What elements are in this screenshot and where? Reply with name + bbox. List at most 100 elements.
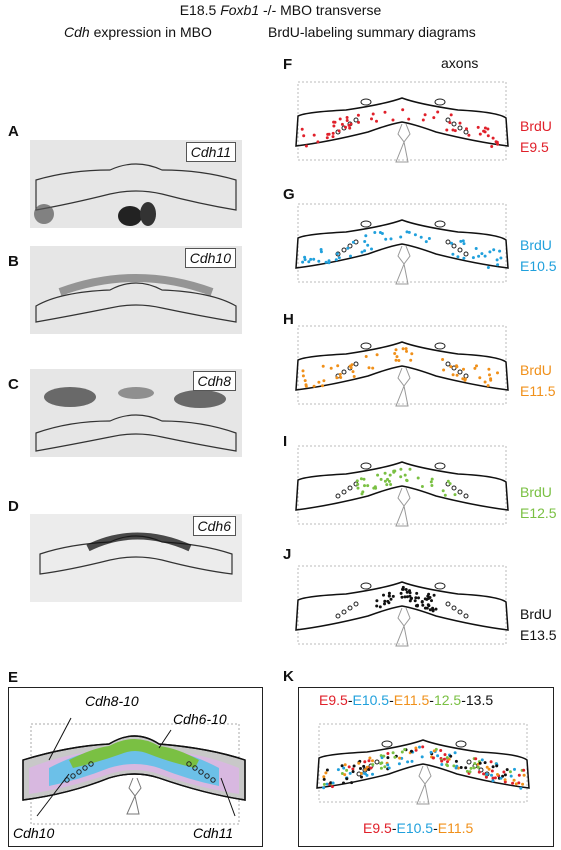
brdu-dot [345,116,349,119]
brdu-dot [440,759,444,763]
brdu-dot [434,607,438,611]
brdu-dot [309,257,313,261]
axon-circle [341,247,347,253]
brdu-dot [417,596,420,600]
brdu-dot [496,773,499,776]
brdu-dot [458,121,462,125]
brdu-dot [375,604,379,608]
brdu-dot [399,591,403,595]
brdu-dot [429,480,433,484]
axon-circle [457,489,463,495]
brdu-dot [400,750,404,754]
mbo-outline [295,341,509,391]
brdu-dot [461,239,465,243]
brdu-dot [404,588,408,591]
axon-circle [451,243,457,249]
axon-circle [374,759,380,765]
brdu-dot [428,608,432,612]
brdu-dot [473,366,477,370]
brdu-dot [442,757,446,761]
axon-circle [347,243,353,249]
brdu-dot [414,746,418,750]
brdu-dot [509,774,513,778]
brdu-dot [362,477,366,481]
brdu-dot [462,242,466,246]
brdu-dot [367,768,371,771]
label-line2: E11.5 [520,383,556,399]
brdu-dot [489,760,493,764]
brdu-dot [407,230,411,234]
brdu-dot [474,757,478,761]
axon-circle [341,489,347,495]
figure-title: E18.5 Foxb1 -/- MBO transverse [179,2,382,18]
ventricle-outline [395,607,411,647]
micrograph-cdh11-drawing [34,163,237,226]
brdu-dot [483,380,487,384]
panel-letter-e: E [8,669,19,686]
diagram-j [286,560,518,650]
brdu-dot [513,767,516,771]
brdu-dot [342,781,345,785]
brdu-dot [317,380,321,384]
axon-circle [451,365,457,371]
brdu-dot [517,781,521,785]
brdu-dot [476,125,480,129]
brdu-dot [454,766,458,770]
axon-circle [347,605,353,611]
brdu-dot [347,765,351,769]
mbo-outline [295,461,509,511]
brdu-dot [432,593,436,597]
brdu-dot [383,599,387,603]
brdu-dot [467,133,471,137]
brdu-dot [335,376,339,380]
brdu-dot [322,379,326,383]
brdu-dot [465,769,469,773]
brdu-dot [329,781,333,785]
brdu-dot [363,249,367,253]
brdu-dot [380,761,384,765]
brdu-dot [477,770,481,774]
brdu-dot [420,600,424,604]
brdu-dot [374,486,378,490]
axon-circle [335,493,341,499]
brdu-dot [401,108,405,112]
brdu-dot [361,490,365,494]
brdu-dot [367,366,371,370]
panel-letter-f: F [283,56,293,73]
brdu-dot [478,761,482,765]
brdu-dot [521,782,525,786]
axon-bundle-right [434,220,446,228]
label-line2: E13.5 [520,627,557,643]
brdu-dot [446,764,449,768]
axon-circle [451,121,457,127]
brdu-dot [483,126,487,130]
brdu-dot [345,768,349,772]
brdu-dot [307,260,311,264]
brdu-dot [359,477,363,481]
diagram-i [286,440,518,530]
brdu-dot [418,745,421,749]
brdu-dot [383,765,387,769]
brdu-dot [312,257,316,261]
brdu-dot [430,484,434,487]
micrograph-cdh6-drawing [39,532,233,575]
brdu-dot [332,124,336,128]
legend-bottom: E9.5-E10.5-E11.5 [363,820,473,836]
brdu-dot [399,475,403,479]
brdu-dot [421,118,425,122]
brdu-dot [375,599,379,603]
axon-circle [457,125,463,131]
brdu-dot [369,766,373,770]
mbo-diagram-i [295,445,509,527]
mbo-diagram-j [295,565,509,647]
brdu-dot [380,232,384,235]
brdu-dot [351,767,355,771]
brdu-dot [440,763,444,766]
brdu-dot [476,765,480,769]
brdu-dot [514,782,518,786]
brdu-dot [451,373,455,377]
brdu-dot [322,782,326,786]
axon-bundle-left [360,582,372,590]
axon-bundle-right [455,740,467,748]
brdu-dot [448,482,452,486]
